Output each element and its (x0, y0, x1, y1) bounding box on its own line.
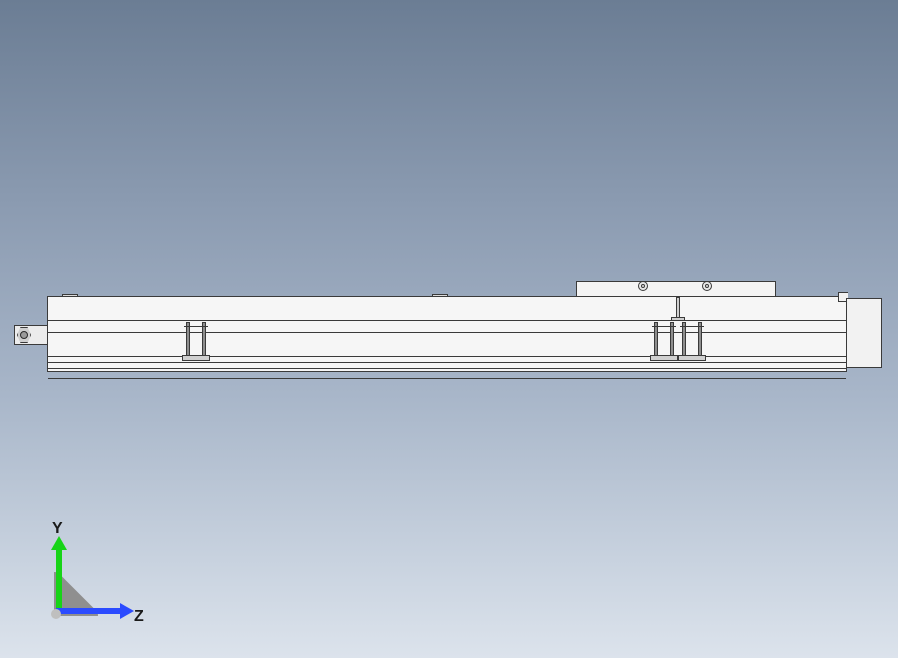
bracket-foot (182, 355, 210, 361)
tee-cap (671, 317, 685, 321)
bracket-cross (652, 326, 676, 327)
cad-viewport[interactable]: Y Z (0, 0, 898, 658)
carriage-tee (671, 297, 685, 321)
top-tab (432, 294, 448, 297)
carriage-plate (576, 281, 776, 297)
bracket-foot (650, 355, 678, 361)
extrusion-groove (48, 378, 846, 379)
bracket-arm (186, 322, 190, 358)
view-triad[interactable]: Y Z (36, 520, 156, 630)
bracket-arm (202, 322, 206, 358)
carriage-bolt (638, 281, 648, 291)
bracket-arm (670, 322, 674, 358)
sensor-bracket (654, 322, 674, 364)
axis-y-label: Y (52, 520, 63, 538)
carriage-bolt (702, 281, 712, 291)
top-tab (62, 294, 78, 297)
bracket-arm (698, 322, 702, 358)
sensor-bracket (186, 322, 206, 364)
extrusion-groove (48, 332, 846, 333)
extrusion-groove (48, 320, 846, 321)
sensor-bracket (682, 322, 702, 364)
extrusion-groove (48, 362, 846, 363)
bracket-cross (680, 326, 704, 327)
axis-y (56, 548, 62, 614)
linear-actuator-model[interactable] (14, 278, 882, 374)
motor-block (846, 298, 882, 368)
triad-origin (51, 609, 61, 619)
bracket-cross (184, 326, 208, 327)
hex-port-core (20, 331, 28, 339)
extrusion-groove (48, 356, 846, 357)
bracket-arm (654, 322, 658, 358)
extrusion-body (47, 296, 847, 372)
axis-z (56, 608, 122, 614)
bracket-arm (682, 322, 686, 358)
axis-z-label: Z (134, 608, 144, 626)
bracket-foot (678, 355, 706, 361)
extrusion-groove (48, 368, 846, 369)
